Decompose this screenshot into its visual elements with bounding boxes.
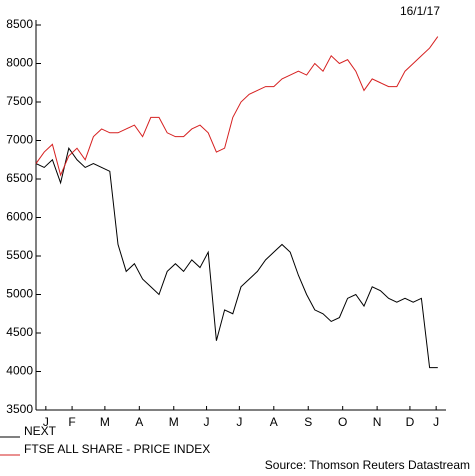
source: Source: Thomson Reuters Datastream [265, 458, 470, 472]
x-tick-label: J [236, 415, 242, 429]
x-tick-label: N [373, 415, 382, 429]
x-tick-label: J [43, 415, 49, 429]
legend-label: FTSE ALL SHARE - PRICE INDEX [24, 442, 210, 456]
x-tick-label: A [270, 415, 278, 429]
x-tick-label: M [100, 415, 110, 429]
series-line [35, 36, 439, 177]
x-tick-label: S [304, 415, 312, 429]
y-tick-label: 8500 [6, 17, 33, 31]
y-tick-label: 4000 [6, 364, 33, 378]
y-tick-label: 7500 [6, 94, 33, 108]
y-tick-label: 7000 [6, 133, 33, 147]
y-tick-label: 3500 [6, 402, 33, 416]
x-tick-label: D [406, 415, 415, 429]
y-tick-label: 8000 [6, 56, 33, 70]
y-tick-label: 4500 [6, 325, 33, 339]
x-tick-label: J [433, 415, 439, 429]
x-tick-label: A [135, 415, 143, 429]
x-tick-label: J [204, 415, 210, 429]
x-tick-label: O [338, 415, 347, 429]
y-tick-label: 6500 [6, 171, 33, 185]
date-label: 16/1/17 [400, 4, 440, 18]
x-tick-label: F [68, 415, 75, 429]
y-tick-label: 6000 [6, 210, 33, 224]
series-line [35, 147, 438, 369]
y-tick-label: 5000 [6, 287, 33, 301]
y-tick-label: 5500 [6, 248, 33, 262]
legend-label: NEXT [24, 424, 57, 438]
x-tick-label: M [169, 415, 179, 429]
